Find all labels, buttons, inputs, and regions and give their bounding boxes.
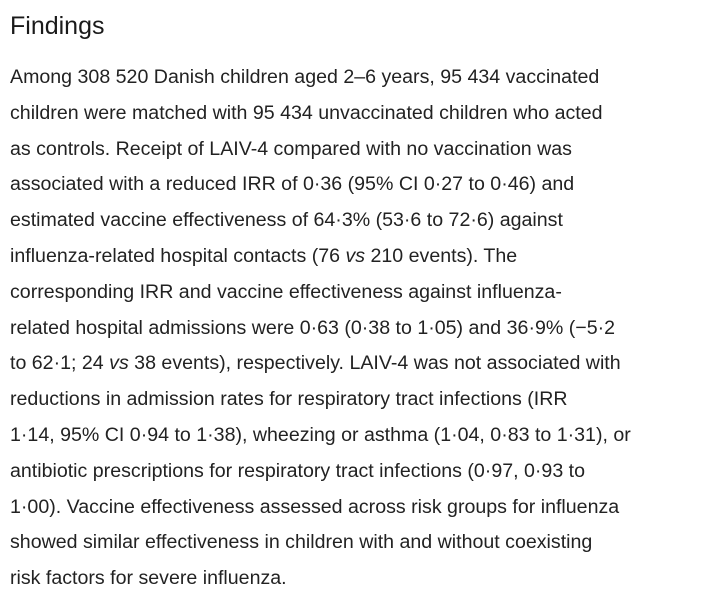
italic-vs: vs bbox=[345, 244, 366, 267]
text-run: influenza-related hospital contacts (76 bbox=[10, 244, 346, 267]
text-run: 1·14, 95% CI 0·94 to 1·38), wheezing or … bbox=[10, 423, 631, 446]
text-line: children were matched with 95 434 unvacc… bbox=[10, 96, 700, 132]
text-run: to 62·1; 24 bbox=[10, 352, 110, 375]
text-line: corresponding IRR and vaccine effectiven… bbox=[10, 275, 700, 311]
text-run: 1·00). Vaccine effectiveness assessed ac… bbox=[10, 495, 620, 518]
italic-vs: vs bbox=[109, 352, 129, 375]
text-line: associated with a reduced IRR of 0·36 (9… bbox=[10, 167, 700, 203]
text-line: antibiotic prescriptions for respiratory… bbox=[10, 454, 700, 490]
text-run: related hospital admissions were 0·63 (0… bbox=[10, 316, 616, 339]
text-line: Among 308 520 Danish children aged 2–6 y… bbox=[10, 60, 700, 96]
text-line: to 62·1; 24 vs 38 events), respectively.… bbox=[10, 346, 700, 382]
text-line: 1·00). Vaccine effectiveness assessed ac… bbox=[10, 490, 700, 526]
text-run: 210 events). The bbox=[365, 244, 518, 267]
text-run: showed similar effectiveness in children… bbox=[10, 531, 593, 554]
text-line: as controls. Receipt of LAIV-4 compared … bbox=[10, 132, 700, 168]
text-run: risk factors for severe influenza. bbox=[10, 567, 287, 590]
text-line: showed similar effectiveness in children… bbox=[10, 525, 700, 561]
text-run: Among 308 520 Danish children aged 2–6 y… bbox=[10, 66, 600, 88]
text-line: estimated vaccine effectiveness of 64·3%… bbox=[10, 203, 700, 239]
text-run: as controls. Receipt of LAIV-4 compared … bbox=[10, 137, 572, 160]
findings-paragraph: Among 308 520 Danish children aged 2–6 y… bbox=[10, 60, 700, 597]
text-run: corresponding IRR and vaccine effectiven… bbox=[10, 280, 562, 303]
text-line: related hospital admissions were 0·63 (0… bbox=[10, 311, 700, 347]
text-run: estimated vaccine effectiveness of 64·3%… bbox=[10, 209, 563, 232]
text-run: antibiotic prescriptions for respiratory… bbox=[10, 459, 586, 482]
text-line: influenza-related hospital contacts (76 … bbox=[10, 239, 700, 275]
text-run: reductions in admission rates for respir… bbox=[10, 388, 568, 411]
text-line: reductions in admission rates for respir… bbox=[10, 382, 700, 418]
text-run: children were matched with 95 434 unvacc… bbox=[10, 101, 603, 124]
text-run: 38 events), respectively. LAIV-4 was not… bbox=[128, 352, 621, 375]
text-line: 1·14, 95% CI 0·94 to 1·38), wheezing or … bbox=[10, 418, 700, 454]
section-heading: Findings bbox=[10, 12, 105, 40]
text-run: associated with a reduced IRR of 0·36 (9… bbox=[10, 173, 575, 196]
text-line: risk factors for severe influenza. bbox=[10, 561, 700, 597]
